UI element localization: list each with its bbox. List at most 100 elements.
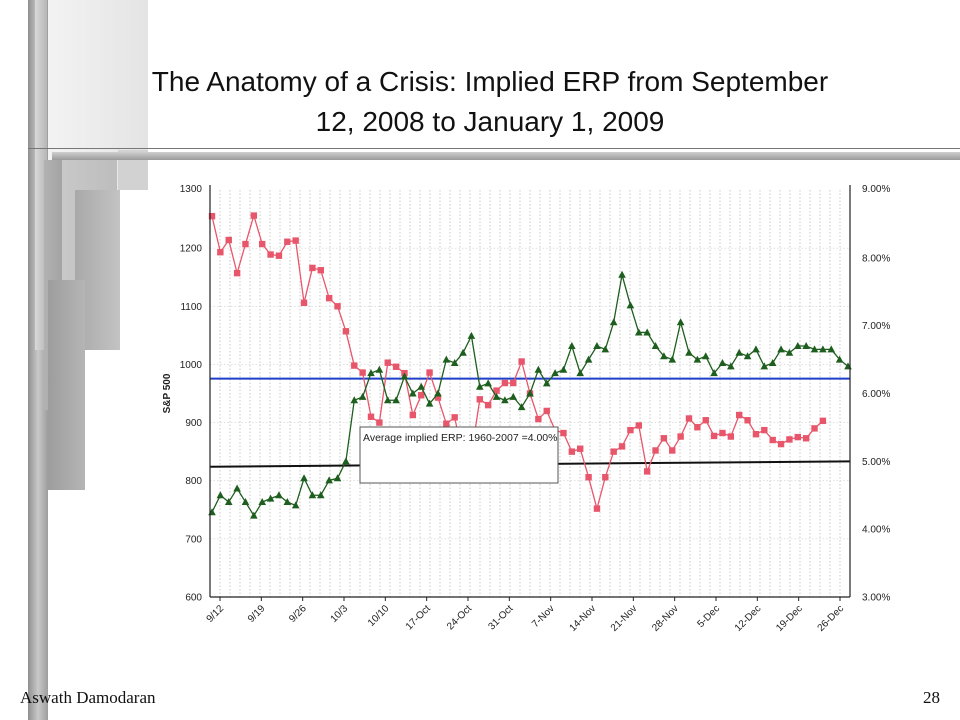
- footer-page-number: 28: [923, 688, 940, 707]
- series-point-triangle: [601, 345, 610, 353]
- series-point-square: [568, 448, 576, 455]
- series-point-triangle: [735, 348, 744, 356]
- series-point-triangle: [701, 352, 710, 360]
- series-point-triangle: [609, 318, 618, 326]
- series-point-triangle: [216, 491, 225, 499]
- x-tick-label: 9/19: [246, 603, 268, 625]
- series-point-triangle: [434, 389, 442, 397]
- series-point-triangle: [224, 498, 233, 506]
- series-point-square: [267, 251, 274, 258]
- series-point-square: [309, 264, 316, 272]
- decor-bar-7: [48, 280, 85, 490]
- erp-chart: 600 700 800 900 1000 1100 1200 3.00% 4.00% 5.00% 6…: [162, 185, 890, 634]
- series-point-square: [284, 238, 291, 245]
- y-tick-label: 900: [185, 418, 202, 429]
- series-point-square: [300, 299, 308, 306]
- series-point-square: [710, 432, 718, 440]
- series-point-triangle: [300, 474, 308, 482]
- chart-axes: 600 700 800 900 1000 1100 1200 3.00% 4.00% 5.00% 6…: [162, 185, 890, 634]
- x-tick-label: 31-Oct: [486, 603, 515, 632]
- series-point-square: [602, 474, 609, 481]
- series-point-triangle: [802, 342, 810, 350]
- annotation-box: [359, 426, 559, 484]
- y-tick-label: 1300: [180, 185, 203, 195]
- x-tick-label: 10/10: [366, 603, 392, 629]
- series-point-square: [317, 267, 324, 274]
- series-point-triangle: [425, 399, 434, 407]
- series-point-square: [635, 422, 642, 429]
- series-point-triangle: [626, 301, 635, 309]
- series-point-square: [259, 240, 266, 248]
- y-tick-label: 600: [185, 593, 202, 604]
- series-point-square: [777, 440, 785, 448]
- series-point-square: [275, 252, 283, 259]
- series-point-triangle: [358, 392, 367, 400]
- y-right-tick-label: 5.00%: [862, 457, 890, 468]
- x-tick-label: 26-Dec: [816, 603, 847, 634]
- series-point-triangle: [718, 358, 727, 366]
- series-point-square: [593, 505, 601, 512]
- series-point-triangle: [333, 474, 342, 482]
- series-point-triangle: [551, 369, 559, 377]
- series-point-square: [217, 249, 224, 256]
- series-point-square: [426, 369, 433, 376]
- series-point-triangle: [383, 396, 392, 404]
- y-right-tick-label: 4.00%: [862, 525, 890, 536]
- series-point-square: [627, 426, 634, 434]
- x-tick-label: 12-Dec: [733, 603, 764, 634]
- series-point-square: [384, 359, 391, 366]
- series-point-square: [694, 424, 701, 431]
- series-point-triangle: [584, 355, 593, 363]
- x-tick-label: 10/3: [329, 603, 351, 625]
- series-point-square: [819, 417, 827, 425]
- series-point-triangle: [534, 365, 543, 373]
- series-point-square: [769, 436, 776, 444]
- series-point-triangle: [459, 348, 467, 356]
- x-tick-label: 7-Nov: [530, 603, 557, 630]
- series-point-square: [510, 379, 517, 387]
- x-tick-label: 5-Dec: [695, 603, 722, 630]
- series-point-square: [786, 436, 793, 443]
- series-point-square: [560, 429, 567, 437]
- series-point-square: [292, 237, 299, 244]
- series-point-triangle: [668, 355, 677, 363]
- x-tick-label: 28-Nov: [650, 603, 681, 634]
- series-point-square: [543, 407, 550, 415]
- y-tick-label: 1000: [180, 360, 203, 371]
- series-point-square: [794, 433, 801, 441]
- series-point-triangle: [475, 382, 484, 390]
- series-point-square: [535, 415, 542, 423]
- series-point-square: [719, 429, 726, 437]
- series-point-square: [618, 443, 626, 450]
- x-tick-label: 9/12: [205, 603, 227, 625]
- series-point-triangle: [492, 392, 501, 400]
- series-point-square: [359, 369, 366, 376]
- series-point-triangle: [400, 372, 409, 380]
- slide-title-line-1: The Anatomy of a Crisis: Implied ERP fro…: [151, 66, 829, 97]
- series-point-triangle: [208, 508, 216, 516]
- series-point-triangle: [685, 348, 693, 356]
- series-point-triangle: [643, 328, 651, 336]
- series-point-square: [351, 362, 358, 369]
- y-right-tick-label: 6.00%: [862, 389, 890, 400]
- series-point-triangle: [367, 369, 375, 377]
- series-point-triangle: [542, 379, 551, 387]
- series-point-triangle: [576, 369, 585, 377]
- chart-annotation: Average implied ERP: 1960-2007 =4.00%: [359, 426, 559, 484]
- series-point-square: [610, 448, 617, 455]
- series-point-triangle: [291, 501, 300, 509]
- series-point-square: [409, 411, 417, 419]
- series-point-triangle: [283, 498, 292, 506]
- x-tick-label: 24-Oct: [445, 603, 474, 632]
- series-point-square: [418, 392, 425, 399]
- y-tick-label: 800: [185, 476, 202, 487]
- title-rule: [28, 148, 960, 149]
- series-point-triangle: [559, 365, 568, 373]
- series-point-square: [225, 236, 232, 244]
- series-point-square: [493, 387, 500, 394]
- y-tick-label: 1100: [180, 302, 202, 313]
- chart-grid: [209, 190, 851, 598]
- series-point-square: [376, 419, 383, 426]
- series-point-triangle: [819, 345, 827, 353]
- series-point-triangle: [250, 511, 258, 519]
